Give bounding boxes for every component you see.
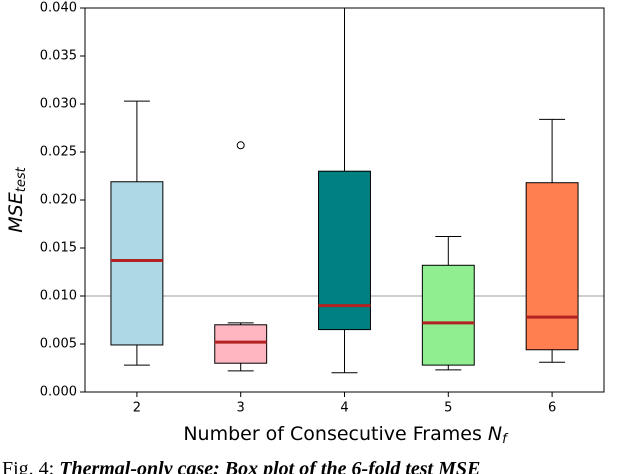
- x-label-main: Number of Consecutive Frames: [183, 423, 482, 445]
- y-tick-label: 0.005: [40, 337, 77, 352]
- y-label-sub: test: [14, 166, 29, 192]
- x-tick-label: 4: [340, 401, 348, 416]
- x-label-sub: f: [502, 432, 509, 447]
- caption: Fig. 4: Thermal-only case: Box plot of t…: [2, 458, 480, 474]
- y-tick-label: 0.015: [40, 241, 77, 256]
- outlier: [236, 141, 245, 150]
- y-tick-label: 0.030: [40, 97, 77, 112]
- x-axis-label: Number of Consecutive Frames Nf: [183, 423, 509, 447]
- x-tick-label: 3: [237, 401, 245, 416]
- y-label-main: MSE: [5, 192, 27, 232]
- y-tick-label: 0.000: [40, 385, 77, 400]
- x-tick-label: 5: [444, 401, 452, 416]
- caption-text: Thermal-only case: Box plot of the 6-fol…: [59, 458, 480, 474]
- y-tick-label: 0.035: [40, 49, 77, 64]
- box: [525, 182, 579, 351]
- y-tick-label: 0.010: [40, 289, 77, 304]
- caption-label: Fig. 4:: [2, 458, 54, 474]
- box: [110, 181, 164, 346]
- y-tick-label: 0.020: [40, 193, 77, 208]
- x-tick-label: 6: [548, 401, 556, 416]
- box: [214, 324, 268, 364]
- y-axis-label: MSEtest: [5, 166, 29, 232]
- x-label-math: N: [488, 423, 502, 445]
- plot-area: [85, 8, 604, 374]
- box: [421, 264, 475, 366]
- y-tick-label: 0.025: [40, 145, 77, 160]
- x-tick-label: 2: [133, 401, 141, 416]
- box: [318, 170, 371, 331]
- y-tick-label: 0.040: [40, 1, 77, 16]
